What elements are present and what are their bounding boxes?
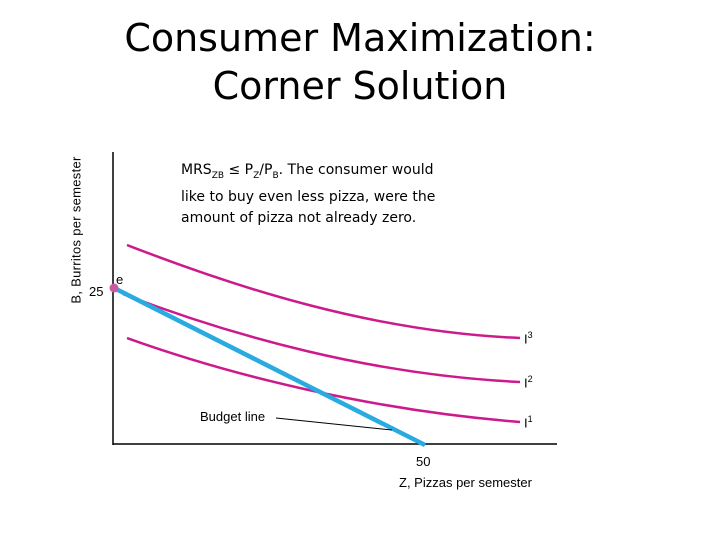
mrs-subscript: ZB (211, 170, 225, 181)
curve-label-i1: I1 (524, 414, 533, 430)
x-intercept-label: 50 (416, 454, 431, 469)
mrs-text: MRS (181, 162, 212, 178)
corner-point-e (109, 283, 119, 293)
curve-label-i2: I2 (524, 374, 533, 390)
x-axis-label: Z, Pizzas per semester (399, 475, 532, 490)
slash-text: /P (259, 162, 273, 178)
budget-line-label: Budget line (200, 409, 266, 424)
budget-label-pointer (275, 417, 393, 431)
annotation-rest: . The consumer would like to buy even le… (181, 162, 436, 226)
pz-subscript: Z (253, 170, 260, 181)
curve-label-i1-sup: 1 (527, 414, 533, 424)
curve-label-i3-sup: 3 (527, 330, 533, 340)
indifference-curve-i2 (122, 292, 521, 384)
curve-label-i1-base: I (524, 415, 528, 431)
budget-line (112, 285, 427, 448)
indifference-curve-i3 (126, 243, 521, 340)
pb-subscript: B (272, 170, 279, 181)
page-title: Consumer Maximization: Corner Solution (124, 16, 596, 108)
curve-label-i3-base: I (524, 331, 528, 347)
y-intercept-label: 25 (89, 284, 104, 299)
relation-text: ≤ P (224, 162, 254, 178)
curve-label-i2-base: I (524, 375, 528, 391)
mrs-annotation: MRSZB ≤ PZ/PB. The consumer would like t… (181, 160, 451, 229)
curve-label-i3: I3 (524, 330, 533, 346)
point-label-e: e (116, 272, 124, 287)
curve-label-i2-sup: 2 (527, 374, 533, 384)
indifference-curve-i1 (126, 336, 521, 424)
